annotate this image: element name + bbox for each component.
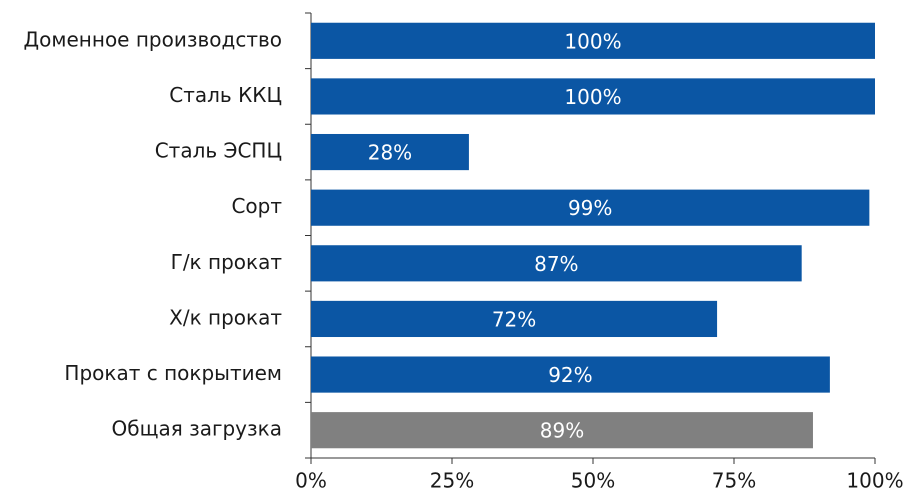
y-tick-label: Сталь ККЦ bbox=[169, 83, 282, 107]
x-tick-label: 75% bbox=[712, 469, 756, 493]
bar bbox=[311, 133, 469, 171]
bar bbox=[311, 189, 870, 226]
y-tick-label: Х/к прокат bbox=[169, 305, 282, 329]
value-label: 99% bbox=[568, 196, 612, 220]
value-label: 87% bbox=[534, 252, 578, 276]
y-tick-label: Общая загрузка bbox=[112, 417, 282, 441]
value-label: 100% bbox=[564, 29, 621, 53]
y-tick-label: Г/к прокат bbox=[171, 250, 283, 274]
bar bbox=[311, 356, 830, 393]
x-tick-label: 25% bbox=[430, 469, 474, 493]
bar bbox=[311, 78, 875, 115]
y-tick-label: Сорт bbox=[231, 194, 282, 218]
y-tick-label: Прокат с покрытием bbox=[64, 361, 282, 385]
value-label: 92% bbox=[548, 363, 592, 387]
x-tick-label: 50% bbox=[571, 469, 615, 493]
value-label: 89% bbox=[540, 419, 584, 443]
value-label: 28% bbox=[368, 141, 412, 165]
bar bbox=[311, 245, 802, 282]
value-label: 72% bbox=[492, 307, 536, 331]
y-tick-label: Доменное производство bbox=[24, 27, 282, 51]
x-tick-label: 0% bbox=[295, 469, 327, 493]
bar bbox=[311, 412, 813, 449]
value-label: 100% bbox=[564, 85, 621, 109]
bar bbox=[311, 22, 875, 59]
bar bbox=[311, 300, 718, 338]
x-tick-label: 100% bbox=[846, 469, 903, 493]
y-tick-label: Сталь ЭСПЦ bbox=[155, 139, 282, 163]
